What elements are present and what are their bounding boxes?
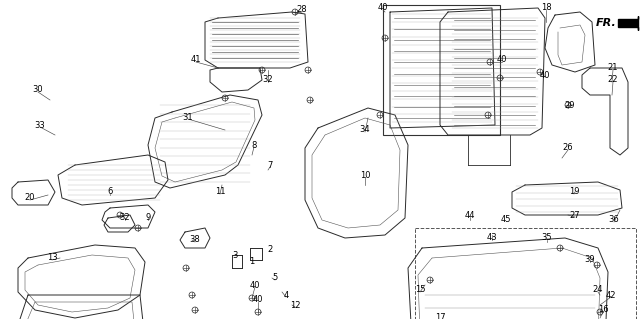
Text: 22: 22 (608, 76, 618, 85)
Text: 30: 30 (33, 85, 44, 94)
Text: 5: 5 (273, 273, 278, 283)
Text: 35: 35 (541, 234, 552, 242)
Text: 44: 44 (465, 211, 476, 219)
Text: 6: 6 (108, 188, 113, 197)
Text: 24: 24 (593, 286, 604, 294)
Text: FR.: FR. (596, 18, 617, 28)
Text: 18: 18 (541, 4, 551, 12)
Text: 38: 38 (189, 235, 200, 244)
Text: 12: 12 (290, 300, 300, 309)
Text: 40: 40 (378, 4, 388, 12)
Text: 36: 36 (609, 216, 620, 225)
Text: 17: 17 (435, 314, 445, 319)
Text: 28: 28 (297, 5, 307, 14)
Text: 2: 2 (268, 246, 273, 255)
Text: 16: 16 (598, 306, 608, 315)
Text: 27: 27 (570, 211, 580, 219)
Bar (415, 228, 636, 319)
Text: 20: 20 (25, 194, 35, 203)
Text: 43: 43 (486, 234, 497, 242)
Text: 40: 40 (250, 280, 260, 290)
Text: 21: 21 (608, 63, 618, 72)
Text: 40: 40 (497, 56, 508, 64)
Text: 4: 4 (284, 291, 289, 300)
FancyArrow shape (618, 16, 638, 30)
Text: 42: 42 (605, 291, 616, 300)
Text: 33: 33 (35, 121, 45, 130)
Text: 1: 1 (250, 257, 255, 266)
Text: 34: 34 (360, 125, 371, 135)
Text: 39: 39 (585, 256, 595, 264)
Text: 19: 19 (569, 188, 579, 197)
Text: 7: 7 (268, 160, 273, 169)
Text: 10: 10 (360, 170, 371, 180)
Text: 8: 8 (252, 140, 257, 150)
Text: 15: 15 (415, 286, 425, 294)
Text: 45: 45 (500, 216, 511, 225)
Text: 3: 3 (232, 250, 237, 259)
Text: 9: 9 (145, 213, 150, 222)
Bar (383, 5, 500, 135)
Text: 40: 40 (253, 295, 263, 305)
Text: 32: 32 (120, 213, 131, 222)
Text: 13: 13 (47, 254, 58, 263)
Text: 40: 40 (540, 70, 550, 79)
Text: 41: 41 (191, 56, 201, 64)
Text: 32: 32 (262, 76, 273, 85)
Text: 11: 11 (215, 188, 225, 197)
Text: 31: 31 (182, 113, 193, 122)
Text: 26: 26 (563, 144, 573, 152)
Text: 29: 29 (564, 100, 575, 109)
